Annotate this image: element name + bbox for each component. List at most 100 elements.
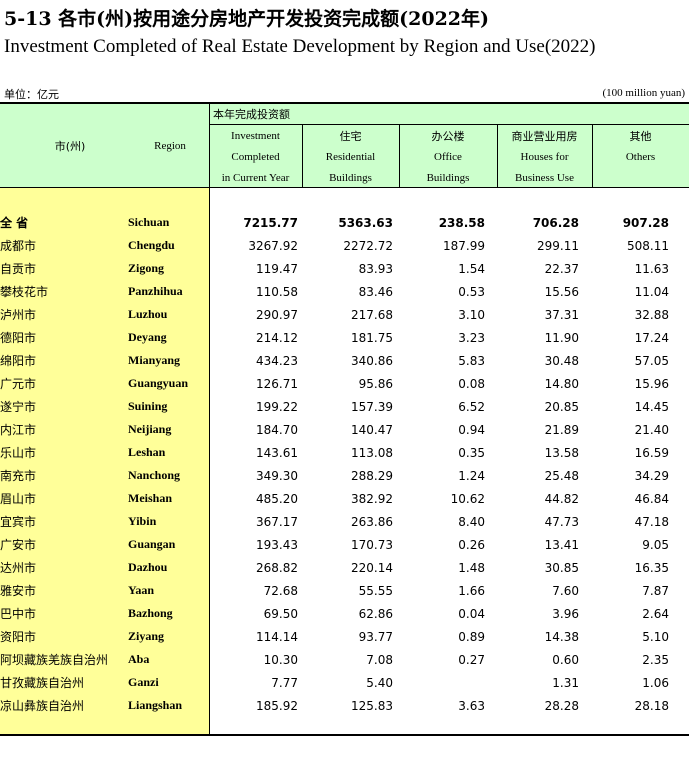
value-cell: 3.10 <box>458 307 485 322</box>
header-divider-4 <box>592 124 593 187</box>
region-name-en: Sichuan <box>128 215 170 229</box>
unit-label-cn: 单位：亿元 <box>4 88 59 101</box>
value-cell: 13.41 <box>544 537 579 552</box>
value-cell: 1.06 <box>642 675 669 690</box>
region-name-cn: 宜宾市 <box>0 515 37 529</box>
table-row: 内江市 Neijiang 184.70 140.47 0.94 21.89 21.40 <box>0 418 669 441</box>
region-name-cn: 雅安市 <box>0 584 37 598</box>
value-cell: 434.23 <box>256 353 298 368</box>
region-name-en: Yaan <box>128 583 155 597</box>
value-cell: 114.14 <box>256 629 298 644</box>
region-name-en: Bazhong <box>128 606 173 620</box>
region-name-en: Chengdu <box>128 238 175 252</box>
region-name-cn: 泸州市 <box>0 308 37 322</box>
value-cell: 20.85 <box>544 399 579 414</box>
value-cell: 30.85 <box>544 560 579 575</box>
value-cell: 7.08 <box>366 652 393 667</box>
value-cell: 62.86 <box>358 606 393 621</box>
data-table: 全 省 Sichuan 7215.77 5363.63 238.58 706.28 907.… <box>0 211 669 717</box>
table-row: 德阳市 Deyang 214.12 181.75 3.23 11.90 17.24 <box>0 326 669 349</box>
region-name-en: Aba <box>128 652 150 666</box>
value-cell: 8.40 <box>458 514 485 529</box>
value-cell: 10.30 <box>263 652 298 667</box>
value-cell: 0.26 <box>458 537 485 552</box>
value-cell: 16.35 <box>634 560 669 575</box>
value-cell: 349.30 <box>256 468 298 483</box>
region-name-en: Guangyuan <box>128 376 189 390</box>
value-cell: 10.62 <box>450 491 485 506</box>
value-cell: 47.73 <box>544 514 579 529</box>
value-cell: 9.05 <box>642 537 669 552</box>
region-name-en: Meishan <box>128 491 173 505</box>
value-cell: 11.04 <box>634 284 669 299</box>
table-row: 广元市 Guangyuan 126.71 95.86 0.08 14.80 15.96 <box>0 372 669 395</box>
region-name-en: Deyang <box>128 330 167 344</box>
table-row: 广安市 Guangan 193.43 170.73 0.26 13.41 9.05 <box>0 533 669 556</box>
header-city-cn: 市(州) <box>54 140 86 153</box>
value-cell: 0.27 <box>458 652 485 667</box>
region-name-en: Liangshan <box>128 698 183 712</box>
value-cell: 13.58 <box>544 445 579 460</box>
value-cell: 15.56 <box>544 284 579 299</box>
region-name-cn: 绵阳市 <box>0 354 37 368</box>
table-row: 巴中市 Bazhong 69.50 62.86 0.04 3.96 2.64 <box>0 602 669 625</box>
table-row: 眉山市 Meishan 485.20 382.92 10.62 44.82 46.84 <box>0 487 669 510</box>
value-cell: 55.55 <box>358 583 393 598</box>
table-row: 成都市 Chengdu 3267.92 2272.72 187.99 299.11 508.… <box>0 234 669 257</box>
value-cell: 5.83 <box>458 353 485 368</box>
region-name-cn: 广元市 <box>0 377 37 391</box>
header-divider-1 <box>302 124 303 187</box>
region-name-en: Panzhihua <box>128 284 183 298</box>
value-cell: 21.89 <box>544 422 579 437</box>
region-name-cn: 凉山彝族自治州 <box>0 699 85 713</box>
header-col-business: 商业营业用房 Houses for Business Use <box>511 130 578 184</box>
region-name-en: Suining <box>128 399 168 413</box>
region-name-cn: 阿坝藏族羌族自治州 <box>0 653 109 667</box>
value-cell: 14.45 <box>634 399 669 414</box>
header-divider-3 <box>497 124 498 187</box>
value-cell: 508.11 <box>627 238 669 253</box>
region-name-cn: 自贡市 <box>0 262 37 276</box>
value-cell: 46.84 <box>634 491 669 506</box>
value-cell: 185.92 <box>256 698 298 713</box>
value-cell: 263.86 <box>351 514 393 529</box>
value-cell: 382.92 <box>351 491 393 506</box>
region-name-en: Guangan <box>128 537 176 551</box>
table-row: 南充市 Nanchong 349.30 288.29 1.24 25.48 34.29 <box>0 464 669 487</box>
value-cell: 15.96 <box>634 376 669 391</box>
header-divider-2 <box>399 124 400 187</box>
region-name-en: Mianyang <box>128 353 181 367</box>
value-cell: 47.18 <box>634 514 669 529</box>
value-cell: 5.10 <box>642 629 669 644</box>
region-name-cn: 巴中市 <box>0 607 37 621</box>
value-cell: 126.71 <box>256 376 298 391</box>
value-cell: 2272.72 <box>343 238 393 253</box>
header-group-label: 本年完成投资额 <box>213 108 290 121</box>
value-cell: 0.89 <box>458 629 485 644</box>
header-col-total: Investment Completed in Current Year <box>221 130 290 184</box>
value-cell: 220.14 <box>351 560 393 575</box>
region-name-en: Yibin <box>128 514 157 528</box>
value-cell: 268.82 <box>256 560 298 575</box>
value-cell: 7.60 <box>552 583 579 598</box>
value-cell: 3.96 <box>552 606 579 621</box>
region-name-en: Ziyang <box>128 629 165 643</box>
table-row: 宜宾市 Yibin 367.17 263.86 8.40 47.73 47.18 <box>0 510 669 533</box>
value-cell: 184.70 <box>256 422 298 437</box>
value-cell: 907.28 <box>622 215 669 230</box>
header-col-residential: 住宅 Residential Buildings <box>325 130 376 184</box>
table-row: 雅安市 Yaan 72.68 55.55 1.66 7.60 7.87 <box>0 579 669 602</box>
value-cell: 83.93 <box>358 261 393 276</box>
value-cell: 125.83 <box>351 698 393 713</box>
value-cell: 3.23 <box>458 330 485 345</box>
header-col-others: 其他 Others <box>625 130 656 163</box>
value-cell: 113.08 <box>351 445 393 460</box>
value-cell: 288.29 <box>351 468 393 483</box>
header-background <box>209 104 689 187</box>
region-name-en: Zigong <box>128 261 165 275</box>
value-cell: 340.86 <box>351 353 393 368</box>
region-name-cn: 成都市 <box>0 239 37 253</box>
table-row: 乐山市 Leshan 143.61 113.08 0.35 13.58 16.59 <box>0 441 669 464</box>
header-bottom-rule <box>0 187 689 188</box>
value-cell: 11.63 <box>634 261 669 276</box>
